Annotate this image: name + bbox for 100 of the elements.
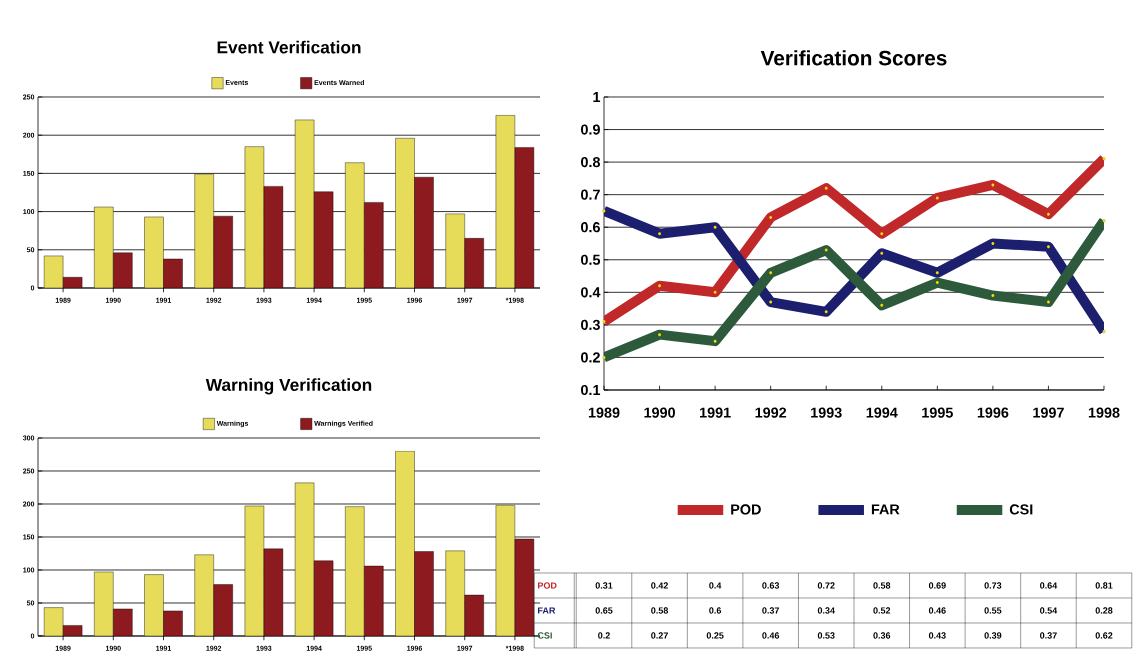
data-label: 0.39 (984, 632, 1002, 639)
y-tick-label: 0.5 (581, 254, 601, 265)
y-tick-label: 0.8 (581, 157, 601, 168)
data-label: 0.36 (873, 632, 891, 639)
point (935, 281, 939, 285)
point (658, 232, 662, 236)
point (713, 339, 717, 343)
point (991, 241, 995, 246)
x-tick-label: 1998 (1088, 407, 1120, 418)
data-label: 0.6 (709, 607, 722, 614)
x-tick-label: 1997 (1033, 407, 1064, 418)
point (1046, 300, 1050, 304)
data-label: 0.28 (1095, 607, 1113, 614)
point (769, 300, 773, 304)
data-label: 0.72 (817, 582, 835, 589)
point (658, 333, 662, 337)
bar (364, 566, 384, 636)
bar (364, 202, 384, 288)
data-label: 0.37 (762, 607, 780, 614)
y-tick-label: 0.7 (581, 189, 600, 200)
bar (345, 506, 365, 636)
data-label: 0.65 (595, 607, 613, 614)
data-label: 0.55 (984, 607, 1002, 614)
data-label: 0.4 (709, 582, 722, 589)
x-tick-label: 1989 (588, 407, 620, 418)
text: FAR (538, 607, 556, 614)
point (991, 294, 995, 298)
point (769, 271, 773, 275)
text: POD (538, 582, 557, 589)
point (769, 215, 773, 220)
point (880, 251, 884, 255)
point (1046, 245, 1050, 249)
bar (213, 216, 233, 288)
point (880, 232, 884, 236)
point (1102, 157, 1106, 161)
bar (345, 162, 365, 288)
bar (445, 213, 465, 288)
legend-label: FAR (871, 504, 900, 515)
bar (464, 595, 484, 636)
bar (445, 550, 465, 636)
data-label: 0.63 (762, 582, 780, 589)
bar (94, 207, 114, 288)
y-tick-label: 0.6 (581, 222, 600, 233)
x-tick-label: 1992 (755, 407, 787, 418)
x-tick-label: 1990 (644, 407, 675, 418)
y-tick-label: 0.9 (581, 124, 600, 135)
bar (113, 252, 133, 288)
data-label: 0.69 (928, 582, 946, 589)
chart-title: Warning Verification (205, 378, 372, 395)
data-label: 0.27 (651, 632, 668, 639)
point (1046, 212, 1050, 216)
x-tick-label: 1996 (977, 407, 1009, 418)
bar (464, 238, 484, 288)
data-label: 0.46 (762, 632, 780, 639)
point (1102, 219, 1106, 223)
point (658, 284, 662, 288)
point (602, 209, 606, 213)
data-label: 0.43 (928, 632, 946, 639)
point (1102, 329, 1106, 333)
y-tick-label: 0.4 (581, 287, 601, 298)
data-label: 0.62 (1095, 632, 1113, 639)
y-tick-label: 0.1 (581, 384, 601, 396)
data-label: 0.64 (1040, 582, 1058, 589)
data-label: 0.42 (651, 582, 668, 589)
data-label: 0.81 (1095, 582, 1113, 589)
bar (395, 451, 415, 636)
legend-label: POD (731, 504, 761, 515)
point (713, 225, 717, 229)
point (935, 196, 939, 200)
point (880, 303, 884, 307)
x-tick-label: 1993 (811, 407, 842, 418)
point (602, 320, 606, 324)
bar (144, 216, 164, 288)
y-tick-label: 0.3 (581, 319, 600, 330)
point (991, 183, 995, 187)
bar (414, 551, 434, 636)
bar (213, 584, 233, 636)
data-label: 0.25 (706, 632, 724, 639)
data-label: 0.46 (928, 607, 946, 614)
bar (395, 138, 415, 288)
data-label: 0.58 (873, 582, 891, 589)
bar (144, 574, 164, 636)
x-tick-label: 1995 (922, 407, 953, 418)
chart-title: Verification Scores (760, 50, 947, 66)
y-tick-label: 1 (593, 92, 601, 102)
x-tick-label: 1994 (866, 407, 898, 418)
data-label: 0.54 (1040, 607, 1058, 614)
data-label: 0.73 (984, 582, 1002, 589)
point (935, 271, 939, 275)
legend-label: CSI (1009, 504, 1033, 515)
data-label: 0.2 (598, 632, 610, 639)
data-label: 0.31 (595, 582, 613, 589)
point (602, 355, 606, 359)
point (824, 186, 828, 190)
data-label: 0.53 (817, 632, 835, 639)
point (824, 310, 828, 314)
text: CSI (537, 632, 552, 639)
data-label: 0.52 (873, 607, 891, 614)
data-label: 0.34 (817, 607, 835, 614)
bar (194, 174, 214, 288)
